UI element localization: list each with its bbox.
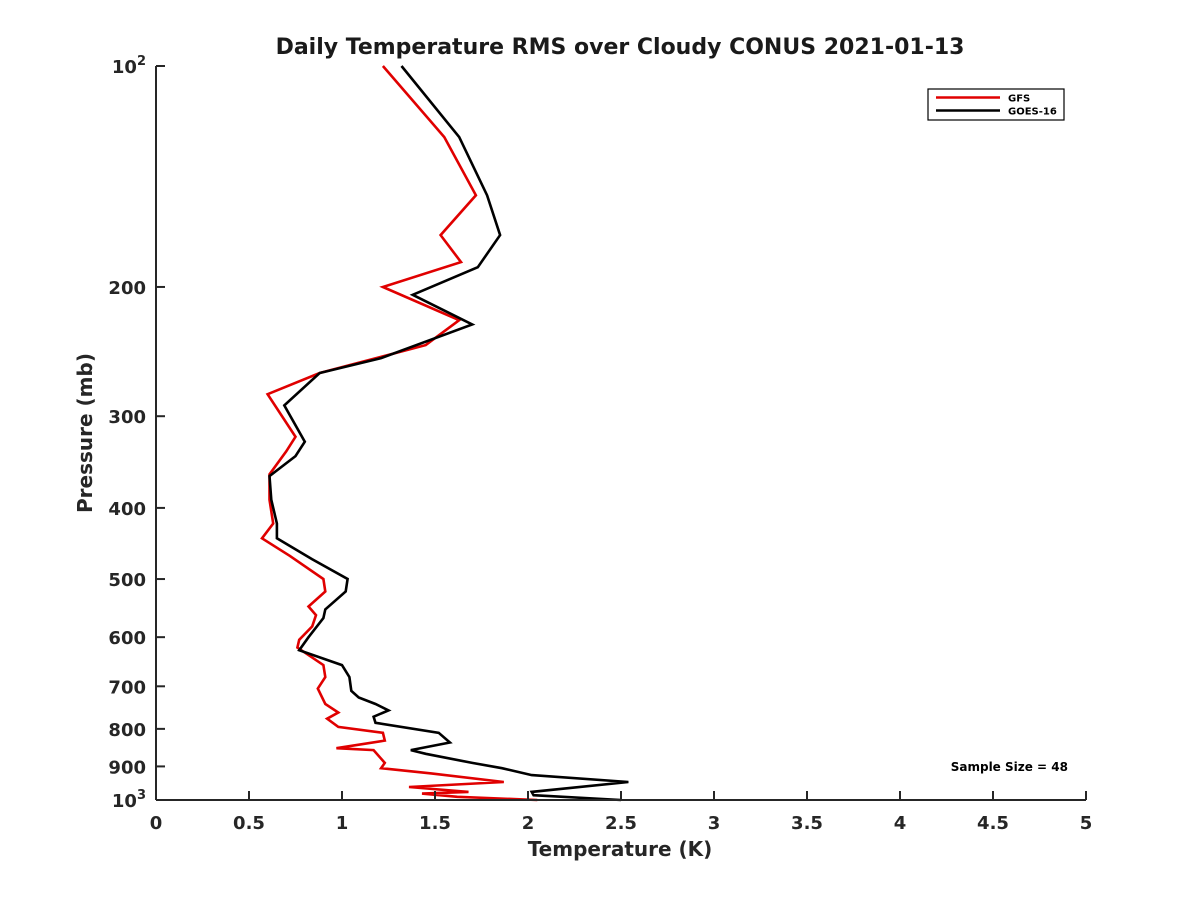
legend-box bbox=[927, 88, 1065, 121]
sample-size-annotation: Sample Size = 48 bbox=[951, 760, 1068, 774]
chart-title: Daily Temperature RMS over Cloudy CONUS … bbox=[276, 35, 965, 60]
legend: GFS GOES-16 bbox=[927, 88, 1065, 121]
x-tick-label: 0.5 bbox=[233, 813, 265, 834]
axes-layer: 0 0.5 1 1.5 2 2.5 3 3.5 4 4.5 5 102 200 300 400 500 600 7… bbox=[108, 54, 1092, 834]
series-line-gfs bbox=[260, 65, 538, 802]
y-tick-label: 800 bbox=[108, 720, 146, 741]
legend-label-goes16: GOES-16 bbox=[1008, 107, 1057, 118]
legend-label-gfs: GFS bbox=[1008, 94, 1030, 105]
y-tick-label: 300 bbox=[108, 407, 146, 428]
y-axis-label: Pressure (mb) bbox=[73, 353, 97, 513]
series-layer bbox=[260, 65, 629, 802]
x-tick-label: 2 bbox=[522, 813, 535, 834]
y-tick-label: 200 bbox=[108, 278, 146, 299]
x-tick-label: 0 bbox=[150, 813, 163, 834]
y-tick-label: 102 bbox=[112, 54, 146, 78]
y-tick-label: 500 bbox=[108, 570, 146, 591]
y-tick-label: 103 bbox=[112, 788, 146, 812]
x-tick-label: 4 bbox=[894, 813, 907, 834]
x-axis-label: Temperature (K) bbox=[528, 837, 713, 861]
x-tick-label: 4.5 bbox=[977, 813, 1009, 834]
x-tick-label: 1 bbox=[336, 813, 349, 834]
x-tick-label: 1.5 bbox=[419, 813, 451, 834]
y-tick-label: 700 bbox=[108, 677, 146, 698]
y-tick-label: 900 bbox=[108, 757, 146, 778]
x-tick-label: 3.5 bbox=[791, 813, 823, 834]
y-tick-label: 600 bbox=[108, 628, 146, 649]
y-tick-label: 400 bbox=[108, 499, 146, 520]
x-tick-label: 3 bbox=[708, 813, 721, 834]
x-tick-label: 2.5 bbox=[605, 813, 637, 834]
x-tick-label: 5 bbox=[1080, 813, 1093, 834]
series-line-goes16 bbox=[268, 65, 629, 802]
